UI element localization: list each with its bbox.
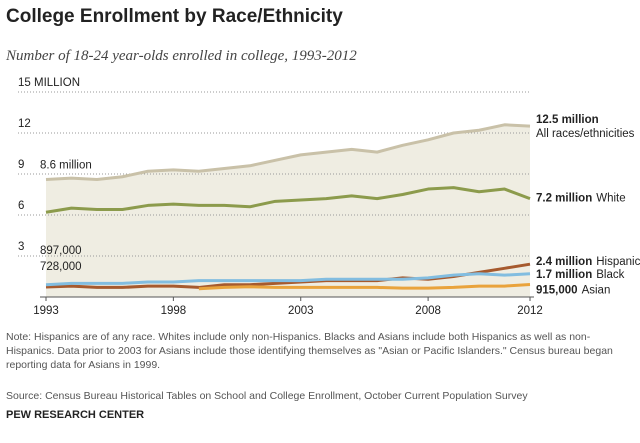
area — [46, 124, 530, 297]
x-tick-label: 1993 — [33, 305, 59, 317]
x-tick-label: 2012 — [517, 305, 543, 317]
note: Note: Hispanics are of any race. Whites … — [6, 331, 613, 371]
line — [198, 282, 531, 291]
end-value-label: 915,000 — [536, 285, 578, 297]
end-value-label: 7.2 million — [536, 193, 592, 205]
legend-label: Asian — [582, 285, 611, 297]
y-tick-label: 12 — [18, 118, 31, 130]
start-label: 728,000 — [40, 261, 82, 273]
y-tick-label: 6 — [18, 200, 24, 212]
x-tick-label: 2003 — [288, 305, 314, 317]
legend-label: Black — [596, 269, 624, 281]
x-tick-label: 1998 — [161, 305, 187, 317]
y-tick-label: 9 — [18, 159, 24, 171]
end-value-label: 12.5 million — [536, 114, 599, 126]
chart: 3 6 9 12 15 MILLION 1993 1998 2003 2008 2012 8.6 m… — [18, 77, 640, 317]
source: Source: Census Bureau Historical Tables … — [6, 390, 528, 402]
y-tick-label: 3 — [18, 241, 24, 253]
chart-subtitle: Number of 18-24 year-olds enrolled in co… — [6, 48, 357, 64]
start-label: 8.6 million — [40, 159, 92, 171]
legend-label: All races/ethnicities — [536, 128, 635, 140]
start-label: 897,000 — [40, 245, 82, 257]
x-tick-label: 2008 — [415, 305, 441, 317]
line — [45, 186, 531, 214]
y-tick-label: 15 MILLION — [18, 77, 80, 89]
line — [45, 272, 531, 287]
end-value-label: 1.7 million — [536, 269, 592, 281]
legend-label: White — [596, 193, 625, 205]
line — [45, 123, 531, 181]
end-value-label: 2.4 million — [536, 256, 592, 268]
legend-label: Hispanic — [596, 256, 640, 268]
brand: PEW RESEARCH CENTER — [6, 409, 145, 421]
chart-title: College Enrollment by Race/Ethnicity — [6, 6, 343, 27]
